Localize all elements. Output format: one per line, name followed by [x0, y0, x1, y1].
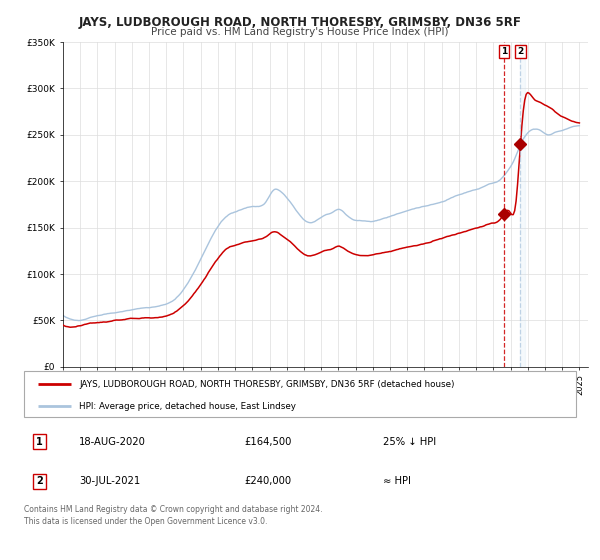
Text: 2: 2 [517, 47, 524, 56]
Text: £164,500: £164,500 [245, 437, 292, 446]
Text: 30-JUL-2021: 30-JUL-2021 [79, 477, 140, 486]
Text: 25% ↓ HPI: 25% ↓ HPI [383, 437, 436, 446]
Text: Price paid vs. HM Land Registry's House Price Index (HPI): Price paid vs. HM Land Registry's House … [151, 27, 449, 37]
Text: Contains HM Land Registry data © Crown copyright and database right 2024.
This d: Contains HM Land Registry data © Crown c… [24, 505, 323, 526]
Text: 1: 1 [501, 47, 507, 56]
Text: 2: 2 [36, 477, 43, 486]
Text: 1: 1 [36, 437, 43, 446]
Text: JAYS, LUDBOROUGH ROAD, NORTH THORESBY, GRIMSBY, DN36 5RF: JAYS, LUDBOROUGH ROAD, NORTH THORESBY, G… [79, 16, 521, 29]
Bar [520, 42, 525, 367]
Text: ≈ HPI: ≈ HPI [383, 477, 410, 486]
Text: HPI: Average price, detached house, East Lindsey: HPI: Average price, detached house, East… [79, 402, 296, 410]
Text: JAYS, LUDBOROUGH ROAD, NORTH THORESBY, GRIMSBY, DN36 5RF (detached house): JAYS, LUDBOROUGH ROAD, NORTH THORESBY, G… [79, 380, 455, 389]
Text: £240,000: £240,000 [245, 477, 292, 486]
Text: 18-AUG-2020: 18-AUG-2020 [79, 437, 146, 446]
